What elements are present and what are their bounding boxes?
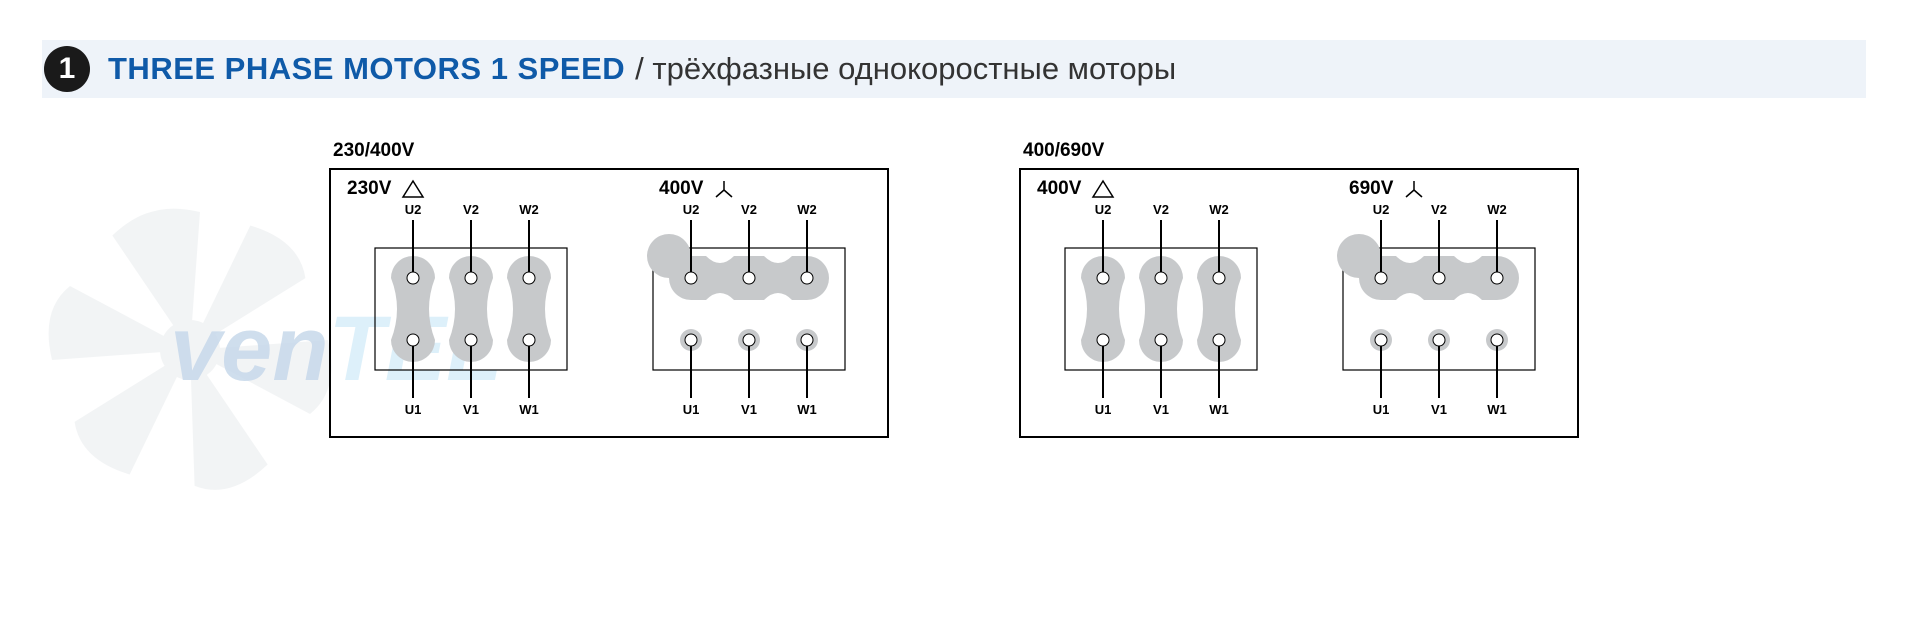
svg-text:U2: U2 [1373, 202, 1390, 217]
svg-text:U1: U1 [1373, 402, 1390, 417]
star-icon [1403, 178, 1425, 200]
svg-text:W1: W1 [1209, 402, 1229, 417]
delta-terminal-svg: U2 U1 V2 V1 W2 W1 [331, 170, 611, 436]
voltage-group-1: 400/690V 400V U2 U1 V2 V1 W2 W1 690V U2 U1 V2 V1… [1019, 140, 1579, 438]
svg-text:U1: U1 [683, 402, 700, 417]
delta-half: 400V U2 U1 V2 V1 W2 W1 [1021, 170, 1299, 436]
delta-icon [401, 179, 425, 199]
voltage-label: 690V [1349, 178, 1393, 200]
star-terminal-svg: U2 U1 V2 V1 W2 W1 [609, 170, 889, 436]
diagram-row: 230/400V 230V U2 U1 V2 V1 W2 W1 400V U2 U1 V2 V1… [0, 140, 1908, 438]
svg-text:W1: W1 [519, 402, 539, 417]
group-label: 400/690V [1023, 140, 1579, 162]
half-label: 400V [1037, 178, 1115, 200]
svg-text:W1: W1 [1487, 402, 1507, 417]
svg-text:V1: V1 [1153, 402, 1169, 417]
svg-text:V2: V2 [1431, 202, 1447, 217]
svg-text:W2: W2 [1209, 202, 1229, 217]
svg-text:U1: U1 [405, 402, 422, 417]
delta-terminal-svg: U2 U1 V2 V1 W2 W1 [1021, 170, 1301, 436]
star-half: 400V U2 U1 V2 V1 W2 W1 [609, 170, 887, 436]
svg-text:U1: U1 [1095, 402, 1112, 417]
svg-text:W2: W2 [1487, 202, 1507, 217]
half-label: 690V [1349, 178, 1425, 200]
svg-text:W2: W2 [519, 202, 539, 217]
diagram-box: 400V U2 U1 V2 V1 W2 W1 690V U2 U1 V2 V1 W2 W1 [1019, 168, 1579, 438]
svg-text:U2: U2 [683, 202, 700, 217]
delta-icon [1091, 179, 1115, 199]
half-label: 400V [659, 178, 735, 200]
voltage-label: 400V [659, 178, 703, 200]
group-label: 230/400V [333, 140, 889, 162]
section-header: 1 THREE PHASE MOTORS 1 SPEED / трёхфазны… [42, 40, 1866, 98]
svg-text:U2: U2 [405, 202, 422, 217]
svg-text:W2: W2 [797, 202, 817, 217]
diagram-box: 230V U2 U1 V2 V1 W2 W1 400V U2 U1 V2 V1 W2 W1 [329, 168, 889, 438]
delta-half: 230V U2 U1 V2 V1 W2 W1 [331, 170, 609, 436]
svg-text:U2: U2 [1095, 202, 1112, 217]
svg-text:V2: V2 [463, 202, 479, 217]
half-label: 230V [347, 178, 425, 200]
svg-text:W1: W1 [797, 402, 817, 417]
voltage-label: 230V [347, 178, 391, 200]
star-half: 690V U2 U1 V2 V1 W2 W1 [1299, 170, 1577, 436]
section-number: 1 [44, 46, 90, 92]
svg-text:V1: V1 [1431, 402, 1447, 417]
svg-text:V2: V2 [741, 202, 757, 217]
star-icon [713, 178, 735, 200]
svg-text:V1: V1 [463, 402, 479, 417]
svg-text:V2: V2 [1153, 202, 1169, 217]
title-en: THREE PHASE MOTORS 1 SPEED [108, 51, 625, 87]
voltage-group-0: 230/400V 230V U2 U1 V2 V1 W2 W1 400V U2 U1 V2 V1… [329, 140, 889, 438]
star-terminal-svg: U2 U1 V2 V1 W2 W1 [1299, 170, 1579, 436]
svg-text:V1: V1 [741, 402, 757, 417]
voltage-label: 400V [1037, 178, 1081, 200]
title-ru: / трёхфазные однокоростные моторы [635, 51, 1176, 87]
